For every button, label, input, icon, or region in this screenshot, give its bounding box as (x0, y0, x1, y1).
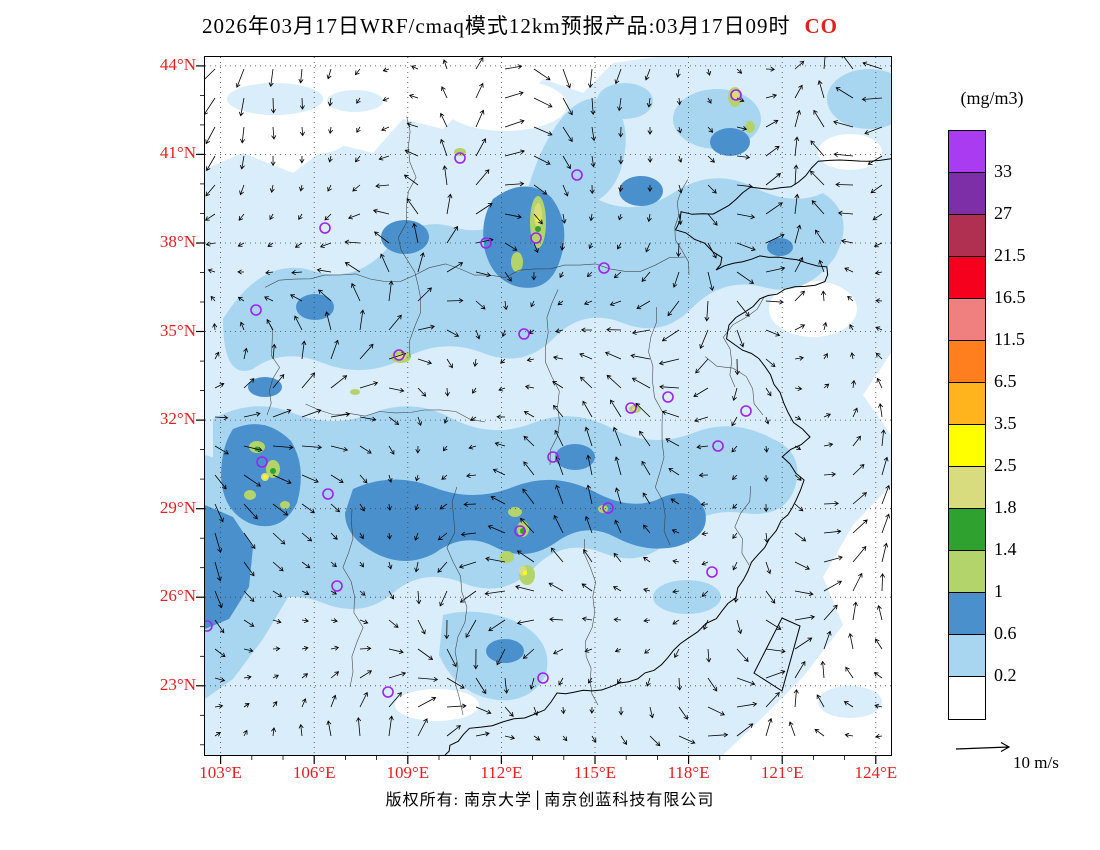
colorbar-band (949, 215, 985, 257)
lon-tick-label: 115°E (573, 763, 617, 782)
lat-tick-label: 41°N (159, 143, 196, 163)
city-marker (514, 525, 526, 537)
city-marker (537, 672, 549, 684)
city-marker (712, 440, 724, 452)
colorbar-tick-label: 11.5 (994, 329, 1025, 349)
lon-tick-label: 118°E (667, 763, 710, 782)
colorbar-tick-label: 6.5 (994, 371, 1017, 391)
lon-tick-label: 109°E (386, 763, 430, 782)
lat-tick-label: 32°N (159, 409, 196, 429)
lat-tick-label: 35°N (159, 320, 196, 340)
colorbar-band (949, 425, 985, 467)
colorbar-unit-label: (mg/m3) (960, 88, 1024, 108)
colorbar-tick-label: 1.4 (994, 539, 1017, 559)
colorbar-band (949, 677, 985, 719)
city-marker (740, 405, 752, 417)
city-marker (530, 232, 542, 244)
wind-vectors (205, 57, 891, 747)
lon-tick-label: 103°E (199, 763, 242, 782)
colorbar-band (949, 467, 985, 509)
city-marker (625, 402, 637, 414)
city-marker (454, 152, 466, 164)
colorbar-band (949, 257, 985, 299)
city-marker (382, 686, 394, 698)
city-markers (205, 89, 752, 698)
colorbar-tick-label: 0.2 (994, 665, 1017, 685)
colorbar-band (949, 593, 985, 635)
lon-tick-label: 124°E (854, 763, 898, 782)
colorbar-tick-label: 1.8 (994, 497, 1017, 517)
colorbar-tick-label: 2.5 (994, 455, 1017, 475)
figure-title: 2026年03月17日WRF/cmaq模式12km预报产品:03月17日09时 C… (0, 10, 1040, 40)
colorbar-tick-label: 27 (994, 203, 1012, 223)
map-area (204, 56, 892, 756)
city-marker (662, 391, 674, 403)
colorbar-band (949, 509, 985, 551)
city-marker (256, 456, 268, 468)
lon-tick-label: 121°E (760, 763, 804, 782)
colorbar-band (949, 383, 985, 425)
title-species: CO (804, 14, 838, 38)
city-marker (322, 488, 334, 500)
lat-tick-label: 44°N (159, 54, 196, 74)
colorbar-band (949, 131, 985, 173)
colorbar (948, 130, 986, 720)
city-marker (250, 304, 262, 316)
city-marker (319, 222, 331, 234)
colorbar-tick-label: 33 (994, 161, 1012, 181)
city-marker (205, 620, 213, 632)
lon-tick-label: 106°E (292, 763, 336, 782)
city-marker (480, 237, 492, 249)
colorbar-band (949, 299, 985, 341)
lat-tick-label: 23°N (159, 674, 196, 694)
coastline (444, 158, 891, 755)
copyright: 版权所有: 南京大学│南京创蓝科技有限公司 (385, 792, 715, 809)
colorbar-tick-label: 16.5 (994, 287, 1026, 307)
city-marker (547, 451, 559, 463)
city-marker (571, 169, 583, 181)
colorbar-band (949, 173, 985, 215)
colorbar-tick-label: 0.6 (994, 623, 1017, 643)
lon-tick-label: 112°E (480, 763, 523, 782)
city-marker (706, 566, 718, 578)
city-marker (331, 580, 343, 592)
city-marker (598, 262, 610, 274)
colorbar-tick-label: 21.5 (994, 245, 1026, 265)
colorbar-tick-label: 3.5 (994, 413, 1017, 433)
title-main: 2026年03月17日WRF/cmaq模式12km预报产品:03月17日09时 (202, 14, 791, 38)
wind-scale-label: 10 m/s (1013, 753, 1059, 772)
colorbar-band (949, 551, 985, 593)
lat-tick-label: 38°N (159, 231, 196, 251)
lat-tick-label: 26°N (159, 586, 196, 606)
colorbar-tick-label: 1 (994, 581, 1003, 601)
colorbar-tick-labels: 33 27 21.5 16.5 11.5 6.5 3.5 2.5 1.8 1.4 1 0.6 0.2 (994, 0, 1064, 850)
lat-tick-label: 29°N (159, 497, 196, 517)
colorbar-band (949, 635, 985, 677)
city-marker (393, 349, 405, 361)
city-marker (518, 328, 530, 340)
city-marker (730, 89, 742, 101)
city-marker (602, 502, 614, 514)
colorbar-band (949, 341, 985, 383)
contour-field (205, 57, 891, 755)
